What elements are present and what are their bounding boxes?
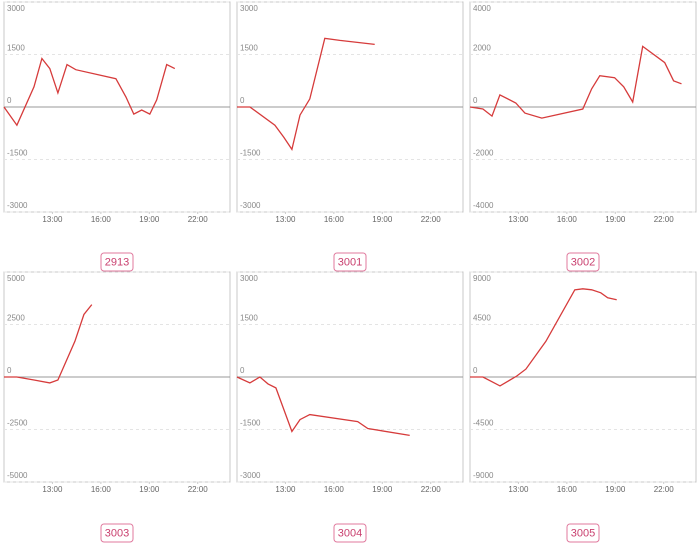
y-tick-label: 4000	[473, 4, 491, 13]
y-tick-label: 4500	[473, 314, 491, 323]
y-tick-label: 0	[240, 96, 245, 105]
y-tick-label: 1500	[240, 44, 258, 53]
y-tick-label: 3000	[240, 4, 258, 13]
y-tick-label: -4000	[473, 201, 494, 210]
y-tick-label: -9000	[473, 471, 494, 480]
chart-title: 3003	[105, 527, 129, 539]
data-line	[237, 37, 375, 152]
y-tick-label: -3000	[240, 201, 261, 210]
chart-title: 3001	[338, 256, 362, 268]
x-tick-label: 22:00	[421, 215, 442, 224]
x-tick-label: 16:00	[91, 215, 112, 224]
x-tick-label: 16:00	[557, 485, 578, 494]
chart-title: 3002	[571, 256, 595, 268]
x-tick-label: 19:00	[605, 215, 626, 224]
x-tick-label: 19:00	[605, 485, 626, 494]
y-tick-label: -1500	[7, 149, 28, 158]
x-tick-label: 16:00	[324, 485, 345, 494]
x-tick-label: 19:00	[372, 485, 393, 494]
x-tick-label: 13:00	[42, 215, 63, 224]
data-line	[3, 57, 176, 127]
data-line	[4, 304, 93, 384]
x-tick-label: 13:00	[275, 215, 296, 224]
data-line	[236, 376, 410, 437]
title-box	[100, 523, 134, 543]
title-box	[566, 252, 600, 272]
x-tick-label: 22:00	[654, 485, 675, 494]
x-tick-label: 19:00	[372, 215, 393, 224]
x-tick-label: 16:00	[324, 215, 345, 224]
y-tick-label: 0	[473, 96, 478, 105]
x-tick-label: 22:00	[654, 215, 675, 224]
title-box	[333, 252, 367, 272]
y-tick-label: -3000	[240, 471, 261, 480]
x-tick-label: 13:00	[275, 485, 296, 494]
x-tick-label: 13:00	[42, 485, 63, 494]
x-tick-label: 19:00	[139, 485, 160, 494]
y-tick-label: -1500	[240, 419, 261, 428]
x-tick-label: 13:00	[508, 485, 529, 494]
y-tick-label: 3000	[240, 274, 258, 283]
y-tick-label: -3000	[7, 201, 28, 210]
y-tick-label: -4500	[473, 419, 494, 428]
y-tick-label: 1500	[7, 44, 25, 53]
y-tick-label: -5000	[7, 471, 28, 480]
y-tick-label: 0	[7, 96, 12, 105]
chart-title: 3005	[571, 527, 595, 539]
x-tick-label: 22:00	[421, 485, 442, 494]
y-tick-label: 0	[7, 366, 12, 375]
x-tick-label: 22:00	[188, 485, 209, 494]
y-tick-label: -2000	[473, 149, 494, 158]
y-tick-label: 0	[473, 366, 478, 375]
chart-title: 2913	[105, 256, 129, 268]
y-tick-label: 2500	[7, 314, 25, 323]
y-tick-label: 3000	[7, 4, 25, 13]
x-tick-label: 22:00	[188, 215, 209, 224]
x-tick-label: 13:00	[508, 215, 529, 224]
y-tick-label: 5000	[7, 274, 25, 283]
data-line	[469, 45, 682, 119]
y-tick-label: -1500	[240, 149, 261, 158]
chart-title: 3004	[338, 527, 362, 539]
x-tick-label: 16:00	[557, 215, 578, 224]
y-tick-label: 2000	[473, 44, 491, 53]
title-box	[100, 252, 134, 272]
y-tick-label: 9000	[473, 274, 491, 283]
x-tick-label: 19:00	[139, 215, 160, 224]
title-box	[566, 523, 600, 543]
data-line	[470, 288, 617, 387]
y-tick-label: 0	[240, 366, 245, 375]
y-tick-label: 1500	[240, 314, 258, 323]
x-tick-label: 16:00	[91, 485, 112, 494]
title-box	[333, 523, 367, 543]
y-tick-label: -2500	[7, 419, 28, 428]
